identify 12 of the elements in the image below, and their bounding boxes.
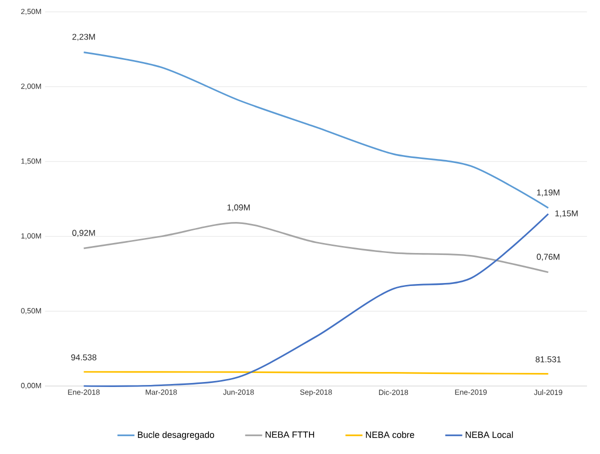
data-label: 2,23M (72, 34, 95, 41)
data-label: 1,15M (555, 210, 578, 218)
data-label: 1,09M (227, 204, 250, 212)
legend-label: NEBA cobre (366, 431, 414, 438)
data-label: 0,76M (536, 254, 560, 261)
data-label: 0,92M (72, 230, 95, 237)
legend-label: NEBA FTTH (266, 431, 314, 438)
data-label: 94.538 (71, 354, 96, 360)
data-label: 1,19M (537, 189, 560, 196)
legend-label: NEBA Local (466, 431, 513, 438)
legend-label: Bucle desagregado (138, 431, 214, 440)
data-label: 81.531 (536, 356, 561, 362)
